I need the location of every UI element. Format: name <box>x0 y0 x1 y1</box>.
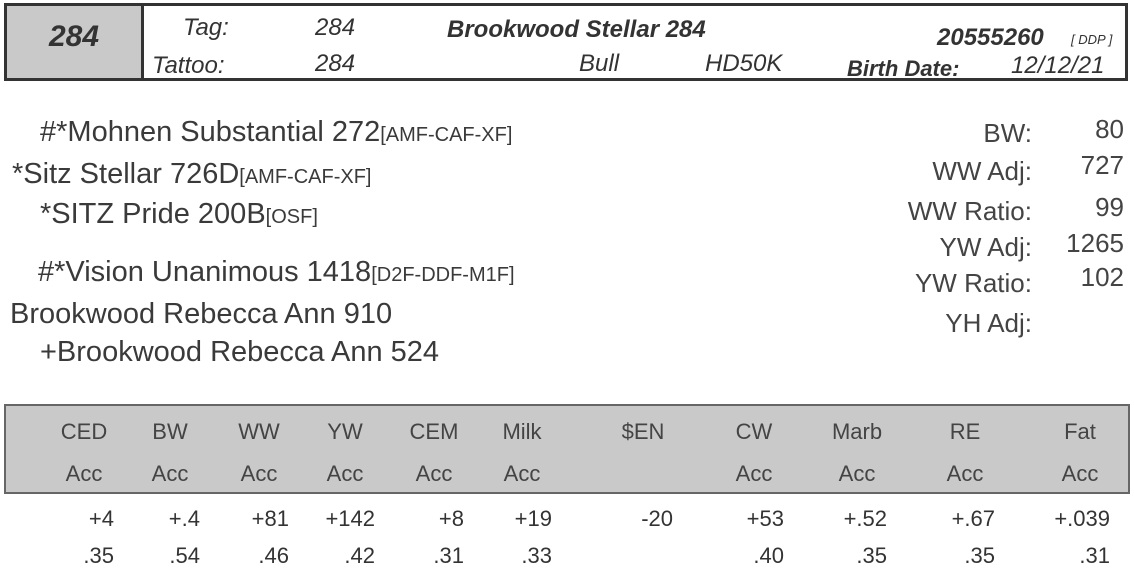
epd-acc-label: Acc <box>326 461 364 486</box>
perf-value: 1265 <box>1066 228 1124 258</box>
pedigree-sire: *Sitz Stellar 726D[AMF-CAF-XF] <box>12 158 372 191</box>
epd-value: +.039 <box>1054 506 1110 531</box>
perf-label: WW Adj: <box>932 156 1032 186</box>
epd-header-band <box>4 404 1130 494</box>
epd-acc-label: Acc <box>946 461 984 486</box>
epd-accuracy: .33 <box>521 543 552 568</box>
pedigree-codes: [AMF-CAF-XF] <box>380 124 513 146</box>
epd-header: RE <box>949 419 981 444</box>
epd-acc-label: Acc <box>838 461 876 486</box>
pedigree-name: +Brookwood Rebecca Ann 524 <box>40 336 440 368</box>
registration-number: 20555260 <box>937 24 1044 51</box>
animal-name: Brookwood Stellar 284 <box>447 16 706 43</box>
tattoo-label: Tattoo: <box>152 52 225 79</box>
epd-header: WW <box>238 419 280 444</box>
epd-header: CED <box>60 419 108 444</box>
epd-accuracy: .35 <box>856 543 887 568</box>
pedigree-codes: [D2F-DDF-M1F] <box>371 264 515 286</box>
birth-date-label: Birth Date: <box>847 56 960 81</box>
perf-label: WW Ratio: <box>907 196 1032 226</box>
tag-label: Tag: <box>183 14 229 41</box>
epd-value: +.67 <box>951 506 995 531</box>
perf-value: 102 <box>1080 262 1124 292</box>
epd-header: CEM <box>409 419 459 444</box>
perf-label: YW Adj: <box>939 232 1032 262</box>
epd-value: +19 <box>514 506 552 531</box>
perf-value: 80 <box>1095 114 1124 144</box>
epd-acc-label: Acc <box>735 461 773 486</box>
epd-value: +142 <box>325 506 375 531</box>
pedigree-name: Brookwood Rebecca Ann 910 <box>10 298 393 330</box>
perf-value: 99 <box>1095 192 1124 222</box>
perf-label: BW: <box>983 118 1032 148</box>
epd-accuracy: .31 <box>433 543 464 568</box>
epd-value: +.52 <box>843 506 887 531</box>
epd-value: +8 <box>438 506 464 531</box>
epd-value: -20 <box>641 506 673 531</box>
lot-number: 284 <box>48 20 100 53</box>
pedigree-name: #*Mohnen Substantial 272 <box>40 116 381 148</box>
epd-acc-label: Acc <box>65 461 103 486</box>
epd-accuracy: .35 <box>964 543 995 568</box>
animal-header: 284 Tag: 284 Tattoo: 284 Brookwood Stell… <box>4 3 1128 81</box>
epd-acc-label: Acc <box>415 461 453 486</box>
registration-suffix: [ DDP ] <box>1071 32 1113 47</box>
epd-header: CW <box>735 419 773 444</box>
epd-header: Fat <box>1064 419 1096 444</box>
epd-acc-label: Acc <box>503 461 541 486</box>
genomic-test: HD50K <box>705 50 783 77</box>
epd-acc-label: Acc <box>240 461 278 486</box>
tattoo-value: 284 <box>315 50 356 77</box>
epd-accuracy: .54 <box>169 543 200 568</box>
epd-acc-label: Acc <box>151 461 189 486</box>
pedigree-name: *SITZ Pride 200B <box>40 198 266 230</box>
epd-value: +.4 <box>168 506 200 531</box>
tag-value: 284 <box>315 14 356 41</box>
epd-value: +81 <box>251 506 289 531</box>
epd-accuracy: .40 <box>753 543 784 568</box>
pedigree-sire-sire: #*Mohnen Substantial 272[AMF-CAF-XF] <box>40 116 512 149</box>
lot-number-box: 284 <box>7 6 144 78</box>
epd-header: YW <box>327 419 363 444</box>
birth-date-value: 12/12/21 <box>1011 52 1105 79</box>
sex: Bull <box>579 50 620 77</box>
pedigree-name: *Sitz Stellar 726D <box>12 158 240 190</box>
pedigree-dam-sire: #*Vision Unanimous 1418[D2F-DDF-M1F] <box>38 256 515 289</box>
epd-value: +53 <box>746 506 784 531</box>
pedigree-codes: [AMF-CAF-XF] <box>239 166 372 188</box>
pedigree-codes: [OSF] <box>265 206 318 228</box>
perf-label: YW Ratio: <box>914 268 1032 298</box>
epd-accuracy: .31 <box>1079 543 1110 568</box>
epd-accuracy: .46 <box>258 543 289 568</box>
perf-label: YH Adj: <box>945 308 1032 338</box>
pedigree-sire-dam: *SITZ Pride 200B[OSF] <box>40 198 318 231</box>
epd-header: Milk <box>502 419 542 444</box>
pedigree-name: #*Vision Unanimous 1418 <box>38 256 372 288</box>
epd-accuracy: .35 <box>83 543 114 568</box>
epd-header: BW <box>152 419 188 444</box>
pedigree-dam-dam: +Brookwood Rebecca Ann 524 <box>40 336 439 369</box>
perf-value: 727 <box>1080 150 1124 180</box>
epd-header: $EN <box>621 419 665 444</box>
epd-value: +4 <box>88 506 114 531</box>
pedigree-dam: Brookwood Rebecca Ann 910 <box>10 298 392 331</box>
epd-header: Marb <box>831 419 883 444</box>
epd-acc-label: Acc <box>1061 461 1099 486</box>
epd-accuracy: .42 <box>344 543 375 568</box>
